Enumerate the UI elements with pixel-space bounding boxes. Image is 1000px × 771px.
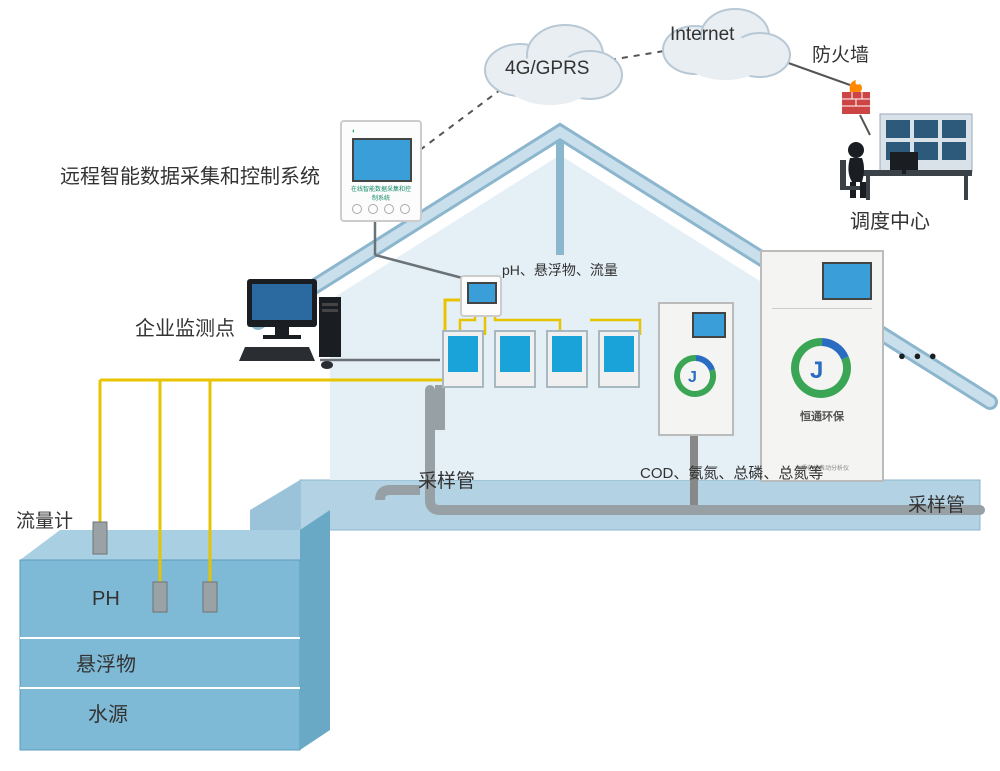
label-firewall: 防火墙: [812, 40, 869, 67]
roof-post: [556, 140, 564, 255]
label-watersource: 水源: [88, 698, 128, 727]
label-ellipsis: ● ● ●: [898, 348, 939, 363]
display-extra: [598, 330, 640, 388]
dispatch-center-icon: [820, 110, 980, 205]
label-ph: PH: [92, 588, 120, 611]
label-suspended: 悬浮物: [76, 648, 136, 677]
label-flowmeter: 流量计: [16, 506, 73, 533]
label-sampling2: 采样管: [908, 490, 965, 517]
label-dispatch: 调度中心: [850, 205, 930, 234]
enterprise-pc-icon: [235, 275, 345, 380]
label-cod-etc: COD、氨氮、总磷、总氮等: [640, 462, 823, 483]
label-enterprise-point: 企业监测点: [135, 312, 235, 341]
analyzer-small-screen: [692, 312, 726, 338]
logo-small: J: [674, 354, 718, 398]
label-gprs: 4G/GPRS: [505, 58, 589, 80]
port2: [368, 204, 378, 214]
label-remote-system: 远程智能数据采集和控制系统: [60, 160, 320, 189]
label-internet: Internet: [670, 24, 734, 46]
svg-text:J: J: [810, 357, 823, 384]
display-flow: [546, 330, 588, 388]
port1: [352, 204, 362, 214]
analyzer-large-screen: [822, 262, 872, 300]
label-sampling1: 采样管: [418, 466, 475, 493]
acquisition-screen: [352, 138, 412, 182]
probe-flow: [93, 522, 107, 554]
port4: [400, 204, 410, 214]
logo-large: J: [790, 336, 854, 400]
acquisition-label-tiny: 在线智能数据采集和控制系统: [350, 184, 412, 202]
probe-ss: [203, 582, 217, 612]
analyzer-large: J 恒通环保 水质在线自动分析仪: [760, 250, 884, 482]
hub-screen: [467, 282, 497, 304]
data-acquisition-unit: ◐ 在线智能数据采集和控制系统: [340, 120, 422, 222]
analyzer-small: J: [658, 302, 734, 436]
sensor-hub: [460, 275, 502, 317]
svg-text:J: J: [688, 369, 697, 386]
display-ph: [442, 330, 484, 388]
brand-tiny: ◐: [352, 128, 356, 135]
basin-side: [300, 510, 330, 750]
port3: [384, 204, 394, 214]
probe-ph: [153, 582, 167, 612]
label-ph-etc: pH、悬浮物、流量: [502, 260, 618, 280]
display-ss: [494, 330, 536, 388]
brand-text: 恒通环保: [762, 408, 882, 424]
